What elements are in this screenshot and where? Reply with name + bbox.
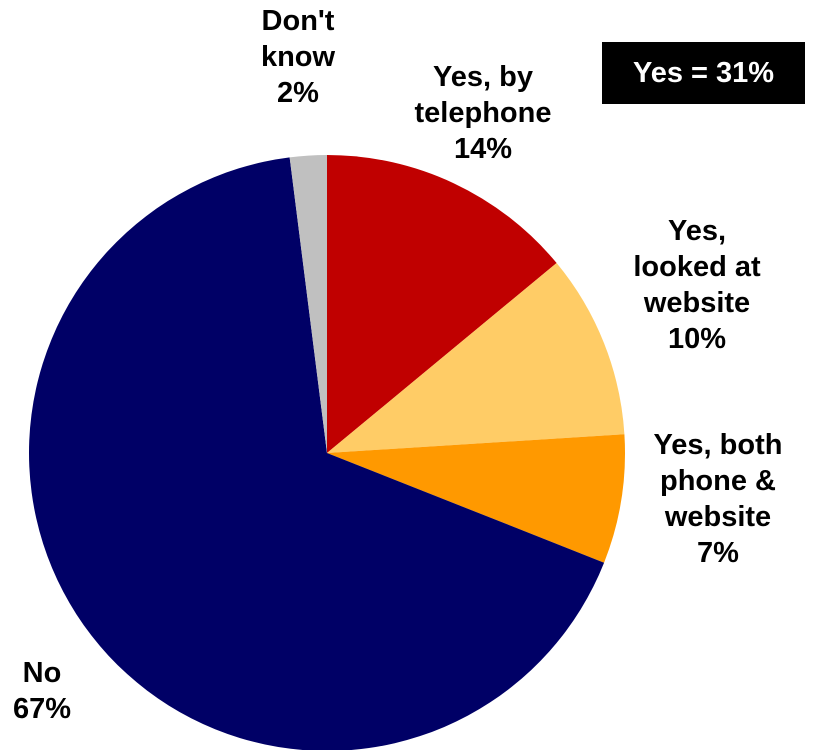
pie-label-line: Yes, by xyxy=(433,61,533,93)
pie-label-line: 14% xyxy=(454,133,512,165)
pie-slice-dont-know xyxy=(289,155,327,453)
pie-label-line: website xyxy=(664,501,771,533)
pie-label-line: 2% xyxy=(277,77,319,109)
pie-label-line: No xyxy=(23,657,62,689)
pie-label-line: 67% xyxy=(13,693,71,725)
pie-label-website: Yes, looked at website 10% xyxy=(633,215,761,355)
pie-label-telephone: Yes, by telephone 14% xyxy=(415,61,552,165)
pie-label-line: phone & xyxy=(660,465,776,497)
pie-labels: Yes, by telephone 14% Yes, looked at website 1… xyxy=(13,5,782,725)
yes-total-badge: Yes = 31% xyxy=(602,42,805,104)
pie-slices xyxy=(29,155,625,750)
pie-slice-both xyxy=(327,434,625,563)
pie-label-no: No 67% xyxy=(13,657,71,725)
pie-label-both: Yes, both phone & website 7% xyxy=(654,429,783,569)
pie-label-line: know xyxy=(261,41,336,73)
pie-slice-website xyxy=(327,263,625,453)
pie-slice-telephone xyxy=(327,155,557,453)
pie-slice-no xyxy=(29,157,605,750)
pie-label-dont-know: Don't know 2% xyxy=(261,5,336,109)
pie-label-line: telephone xyxy=(415,97,552,129)
pie-label-line: Yes, xyxy=(668,215,726,247)
pie-label-line: looked at xyxy=(633,251,761,283)
pie-label-line: Don't xyxy=(262,5,335,37)
pie-label-line: Yes, both xyxy=(654,429,783,461)
pie-label-line: website xyxy=(643,287,750,319)
yes-total-text: Yes = 31% xyxy=(632,56,775,89)
pie-label-line: 7% xyxy=(697,537,739,569)
pie-label-line: 10% xyxy=(668,323,726,355)
